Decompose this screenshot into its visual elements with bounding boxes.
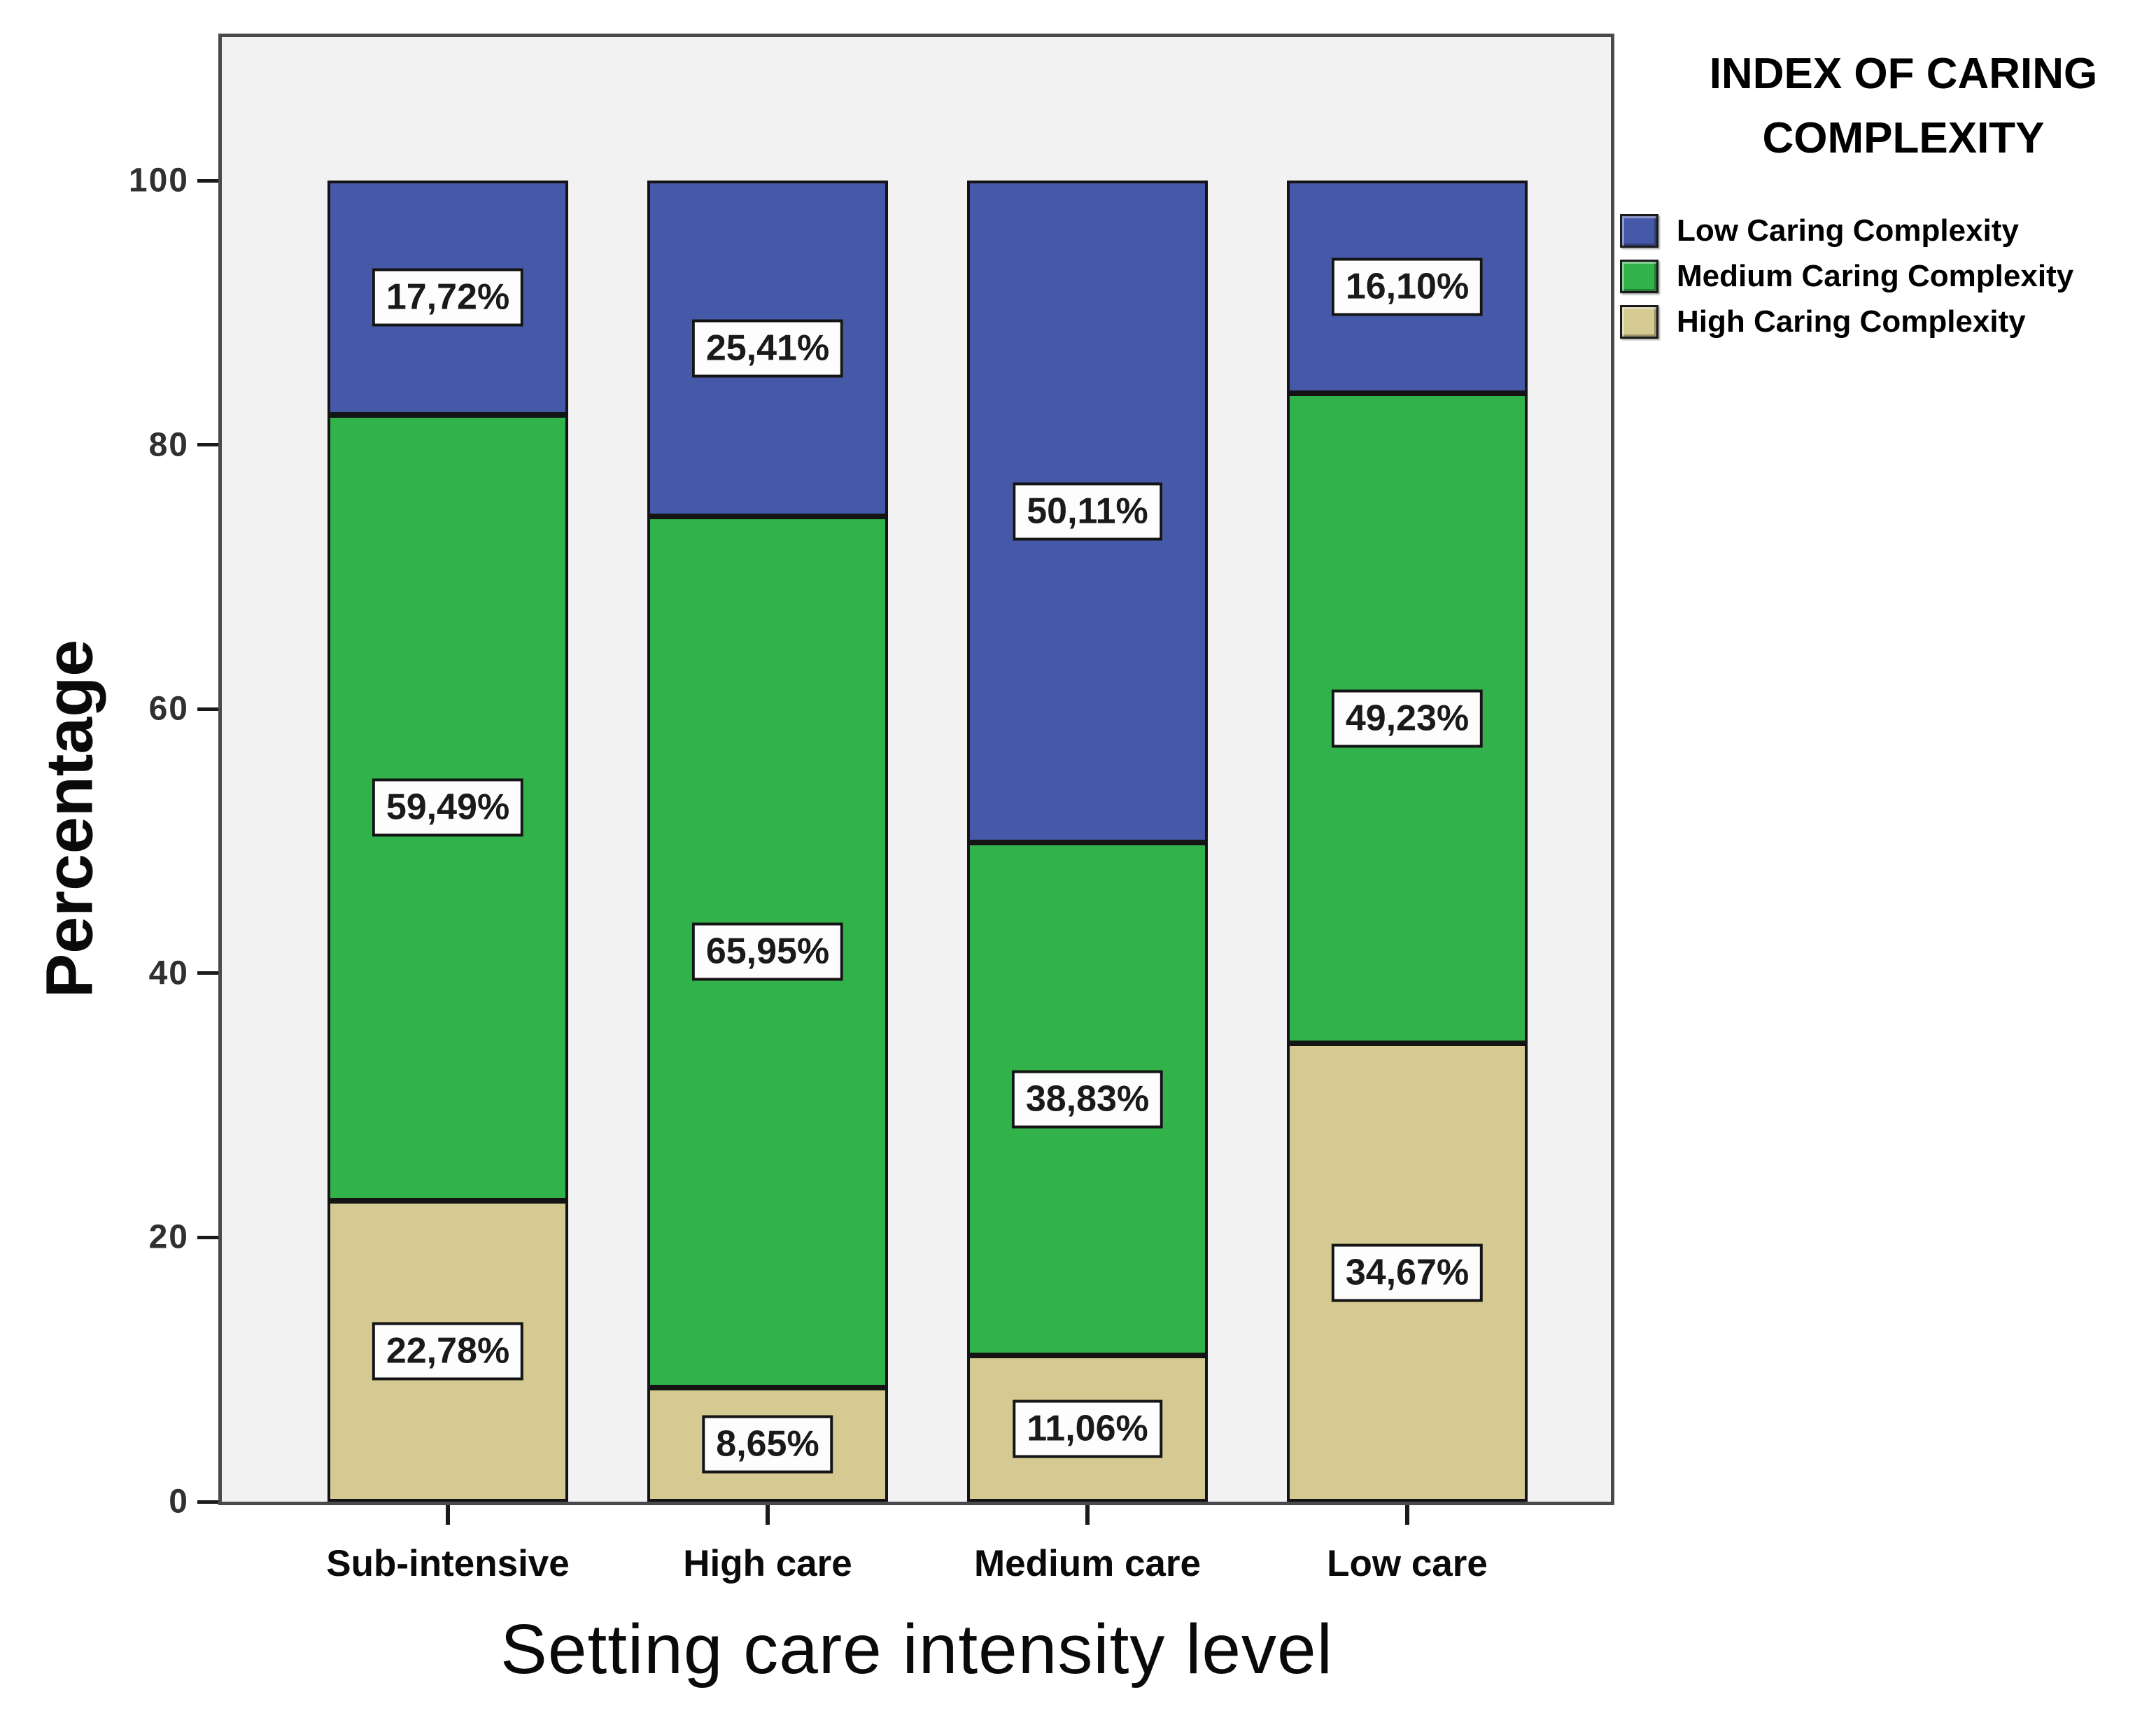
x-tick-label: Sub-intensive (326, 1543, 570, 1584)
y-tick-label: 100 (128, 162, 189, 199)
y-tick (197, 707, 218, 711)
bar-segment: 17,72% (327, 181, 568, 415)
x-tick-label: Medium care (973, 1543, 1202, 1584)
bar-segment-label: 16,10% (1331, 258, 1484, 316)
bar-segment: 38,83% (967, 843, 1208, 1356)
bar-segment-label: 49,23% (1331, 689, 1484, 748)
legend-item-label: High Caring Complexity (1677, 304, 2026, 339)
legend-items: Low Caring Complexity Medium Caring Compl… (1620, 213, 2073, 339)
bar-segment: 11,06% (967, 1355, 1208, 1502)
y-tick-label: 60 (148, 690, 189, 728)
y-tick-label: 0 (169, 1483, 189, 1521)
y-tick-label: 40 (148, 954, 189, 992)
bar-segment-label: 34,67% (1331, 1243, 1484, 1302)
x-tick (1405, 1505, 1409, 1525)
bar-segment-label: 65,95% (691, 922, 844, 981)
bar-segment: 8,65% (647, 1387, 888, 1502)
legend-item: High Caring Complexity (1620, 304, 2073, 339)
bar-segment-label: 59,49% (372, 778, 524, 837)
y-tick (197, 971, 218, 975)
y-tick-label: 20 (148, 1218, 189, 1256)
x-tick (766, 1505, 770, 1525)
y-tick (197, 1500, 218, 1504)
legend-item: Low Caring Complexity (1620, 213, 2073, 248)
legend-item-label: Low Caring Complexity (1677, 213, 2019, 248)
y-tick (197, 443, 218, 447)
x-axis-title: Setting care intensity level (500, 1610, 1333, 1689)
y-tick (197, 1235, 218, 1239)
x-tick (446, 1505, 450, 1525)
legend-title-line2: COMPLEXITY (1762, 114, 2045, 162)
bar-segment-label: 22,78% (372, 1322, 524, 1381)
bar-segment-label: 25,41% (691, 319, 844, 378)
bar-segment: 34,67% (1287, 1043, 1528, 1502)
bar-segment: 25,41% (647, 180, 888, 516)
bar-segment-label: 50,11% (1013, 482, 1162, 541)
x-tick-label: Low care (1327, 1543, 1488, 1584)
bar-segment: 49,23% (1287, 393, 1528, 1044)
y-tick (197, 178, 218, 183)
bar-segment: 59,49% (327, 414, 568, 1201)
bar-segment-label: 8,65% (702, 1415, 833, 1474)
bar-segment-label: 11,06% (1013, 1400, 1162, 1458)
legend-swatch-icon (1620, 305, 1658, 339)
legend-title-line1: INDEX OF CARING (1709, 50, 2098, 98)
bar-segment: 50,11% (967, 181, 1208, 843)
legend-title: INDEX OF CARING COMPLEXITY (1710, 42, 2098, 171)
legend-swatch-icon (1620, 260, 1658, 293)
x-tick (1085, 1505, 1090, 1525)
bar-segment: 16,10% (1287, 181, 1528, 393)
legend-item-label: Medium Caring Complexity (1677, 259, 2074, 293)
legend-swatch-icon (1620, 214, 1658, 248)
x-tick-label: High care (683, 1543, 852, 1584)
bar-segment: 65,95% (647, 516, 888, 1388)
bar-segment-label: 17,72% (372, 268, 524, 327)
bar-segment-label: 38,83% (1011, 1070, 1164, 1129)
bar-segment: 22,78% (327, 1200, 568, 1502)
y-tick-label: 80 (148, 426, 189, 464)
legend-item: Medium Caring Complexity (1620, 259, 2073, 294)
